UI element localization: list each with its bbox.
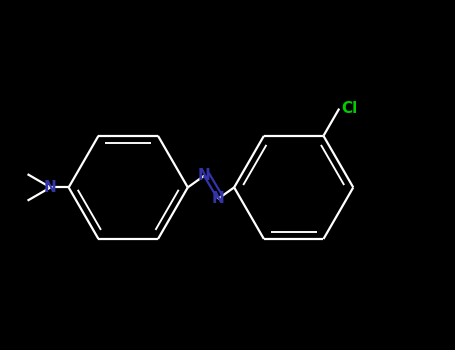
Text: N: N: [212, 191, 224, 206]
Text: Cl: Cl: [342, 101, 358, 116]
Text: N: N: [197, 168, 210, 183]
Text: N: N: [44, 180, 57, 195]
